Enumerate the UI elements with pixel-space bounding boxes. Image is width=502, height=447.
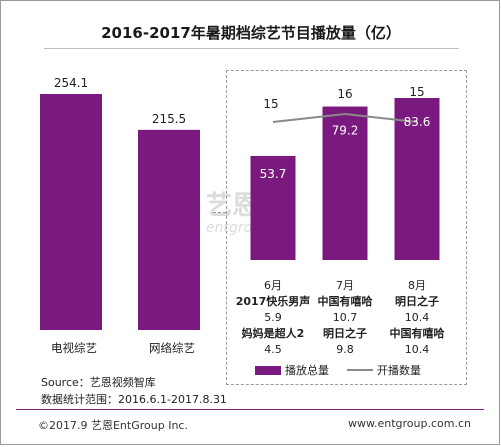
top2-value: 9.8 — [336, 343, 354, 356]
table-col-august: 8月 明日之子 10.4 中国有嘻哈 10.4 — [377, 278, 457, 358]
legend-item-total-plays: 播放总量 — [255, 362, 329, 378]
launch-count-label: 15 — [409, 85, 424, 99]
top1-value: 10.7 — [332, 311, 358, 324]
legend-label-launch: 开播数量 — [377, 364, 421, 377]
top2-value: 4.5 — [264, 343, 282, 356]
chart-title: 2016-2017年暑期档综艺节目播放量（亿） — [101, 24, 401, 42]
month-bar-value-label: 83.6 — [404, 115, 431, 129]
top2-value: 10.4 — [404, 343, 430, 356]
month-label: 8月 — [408, 279, 426, 292]
table-col-june: 6月 2017快乐男声 5.9 妈妈是超人2 4.5 — [233, 278, 313, 358]
top2-show: 妈妈是超人2 — [241, 327, 305, 340]
detail-connector — [213, 212, 226, 213]
title-divider — [44, 48, 459, 49]
month-label: 6月 — [264, 279, 282, 292]
launch-count-line — [272, 112, 418, 123]
monthly-detail-box — [226, 70, 467, 385]
svg-text:艺恩: 艺恩 — [206, 191, 258, 221]
legend-swatch-bar — [255, 365, 281, 375]
top1-show: 中国有嘻哈 — [317, 295, 373, 308]
left-bar-value-label: 215.5 — [152, 112, 186, 126]
left-bar-1 — [138, 129, 200, 330]
month-bar-0 — [250, 155, 296, 260]
launch-count-label: 16 — [337, 87, 352, 101]
top1-value: 5.9 — [264, 311, 282, 324]
website-url: www.entgroup.com.cn — [348, 417, 471, 430]
month-bar-2 — [394, 98, 440, 260]
left-bar-value-label: 254.1 — [54, 76, 88, 90]
top2-show: 中国有嘻哈 — [389, 327, 445, 340]
launch-count-label: 15 — [263, 97, 278, 111]
top1-value: 10.4 — [404, 311, 430, 324]
month-bar-value-label: 79.2 — [332, 124, 359, 138]
table-col-july: 7月 中国有嘻哈 10.7 明日之子 9.8 — [305, 278, 385, 358]
legend-swatch-line — [347, 369, 373, 371]
left-bar-0 — [40, 94, 102, 330]
source-note: Source：艺恩视频智库 — [41, 376, 156, 389]
month-bar-1 — [322, 106, 368, 261]
top1-show: 明日之子 — [395, 295, 439, 308]
month-label: 7月 — [336, 279, 354, 292]
copyright-text: ©2017.9 艺恩EntGroup Inc. — [38, 419, 188, 432]
legend-item-launch-count: 开播数量 — [347, 362, 421, 378]
x-label-tv-variety: 电视综艺 — [51, 341, 97, 355]
date-range-note: 数据统计范围：2016.6.1-2017.8.31 — [41, 393, 227, 406]
footer-divider — [16, 409, 484, 410]
x-label-web-variety: 网络综艺 — [149, 341, 195, 355]
top2-show: 明日之子 — [323, 327, 367, 340]
legend-label-total: 播放总量 — [285, 364, 329, 377]
month-bar-value-label: 53.7 — [260, 167, 287, 181]
top1-show: 2017快乐男声 — [235, 295, 311, 308]
